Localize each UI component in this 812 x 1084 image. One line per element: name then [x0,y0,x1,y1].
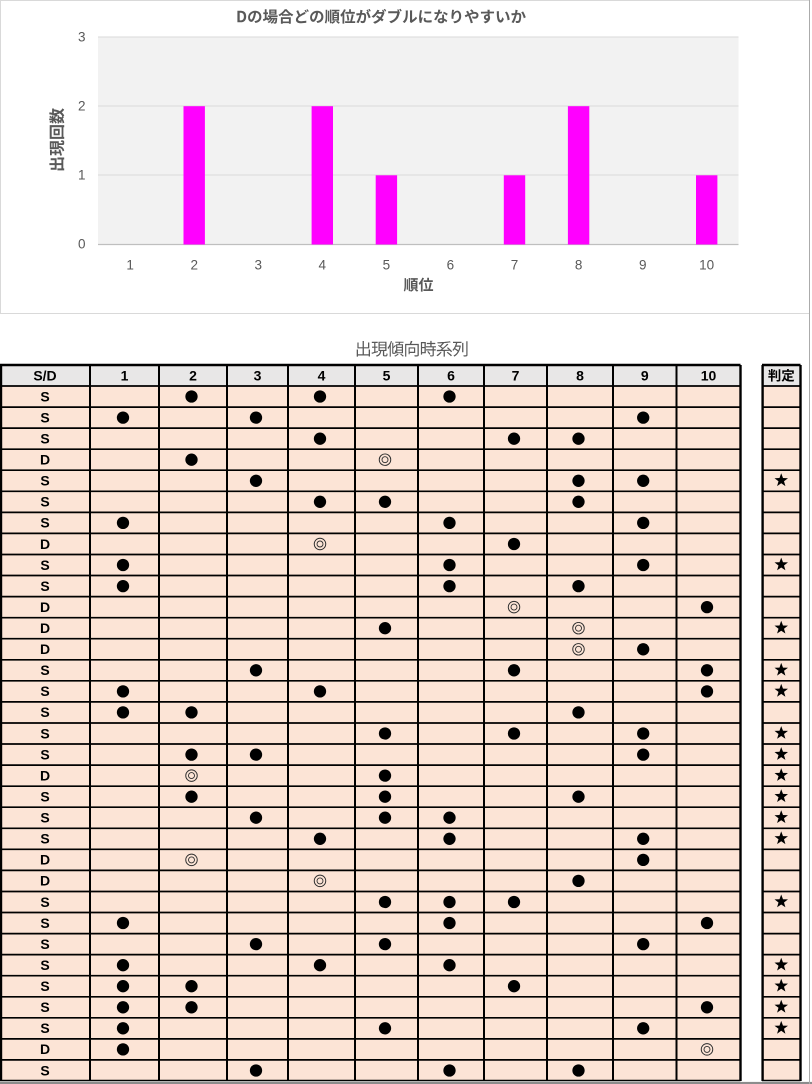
svg-text:3: 3 [78,30,86,45]
svg-text:S: S [40,999,49,1015]
svg-text:8: 8 [576,367,584,383]
svg-text:1: 1 [121,367,129,383]
svg-text:10: 10 [699,258,714,273]
svg-text:S: S [40,746,49,762]
svg-text:S: S [40,578,49,594]
svg-text:5: 5 [383,367,391,383]
svg-text:D: D [40,620,50,636]
svg-text:S: S [40,831,49,847]
svg-text:9: 9 [641,367,649,383]
svg-text:S: S [40,1020,49,1036]
svg-text:3: 3 [254,367,262,383]
svg-text:S/D: S/D [33,367,56,383]
svg-text:1: 1 [126,258,134,273]
svg-text:D: D [40,873,50,889]
svg-text:S: S [40,473,49,489]
svg-text:10: 10 [701,367,717,383]
svg-text:S: S [40,388,49,404]
svg-text:S: S [40,683,49,699]
svg-text:S: S [40,1062,49,1078]
svg-text:S: S [40,662,49,678]
svg-text:0: 0 [78,237,86,252]
svg-text:D: D [40,536,50,552]
svg-text:D: D [40,452,50,468]
svg-text:D: D [40,641,50,657]
svg-text:1: 1 [78,168,86,183]
svg-text:5: 5 [383,258,391,273]
svg-text:D: D [40,767,50,783]
svg-text:6: 6 [447,367,455,383]
svg-text:S: S [40,789,49,805]
svg-text:D: D [40,1041,50,1057]
svg-text:7: 7 [511,258,519,273]
svg-text:2: 2 [189,367,197,383]
svg-text:S: S [40,978,49,994]
svg-text:S: S [40,957,49,973]
svg-text:D: D [40,599,50,615]
svg-text:S: S [40,409,49,425]
svg-text:S: S [40,894,49,910]
svg-text:S: S [40,557,49,573]
svg-text:4: 4 [318,367,326,383]
svg-text:S: S [40,704,49,720]
svg-text:3: 3 [254,258,262,273]
svg-text:4: 4 [319,258,327,273]
svg-text:S: S [40,431,49,447]
svg-text:D: D [40,852,50,868]
svg-text:2: 2 [190,258,198,273]
svg-text:S: S [40,936,49,952]
svg-text:8: 8 [575,258,583,273]
svg-text:S: S [40,494,49,510]
svg-text:7: 7 [512,367,520,383]
svg-text:S: S [40,810,49,826]
svg-text:S: S [40,725,49,741]
svg-text:2: 2 [78,99,86,114]
svg-text:S: S [40,515,49,531]
svg-text:S: S [40,915,49,931]
svg-text:9: 9 [639,258,647,273]
svg-text:6: 6 [447,258,455,273]
